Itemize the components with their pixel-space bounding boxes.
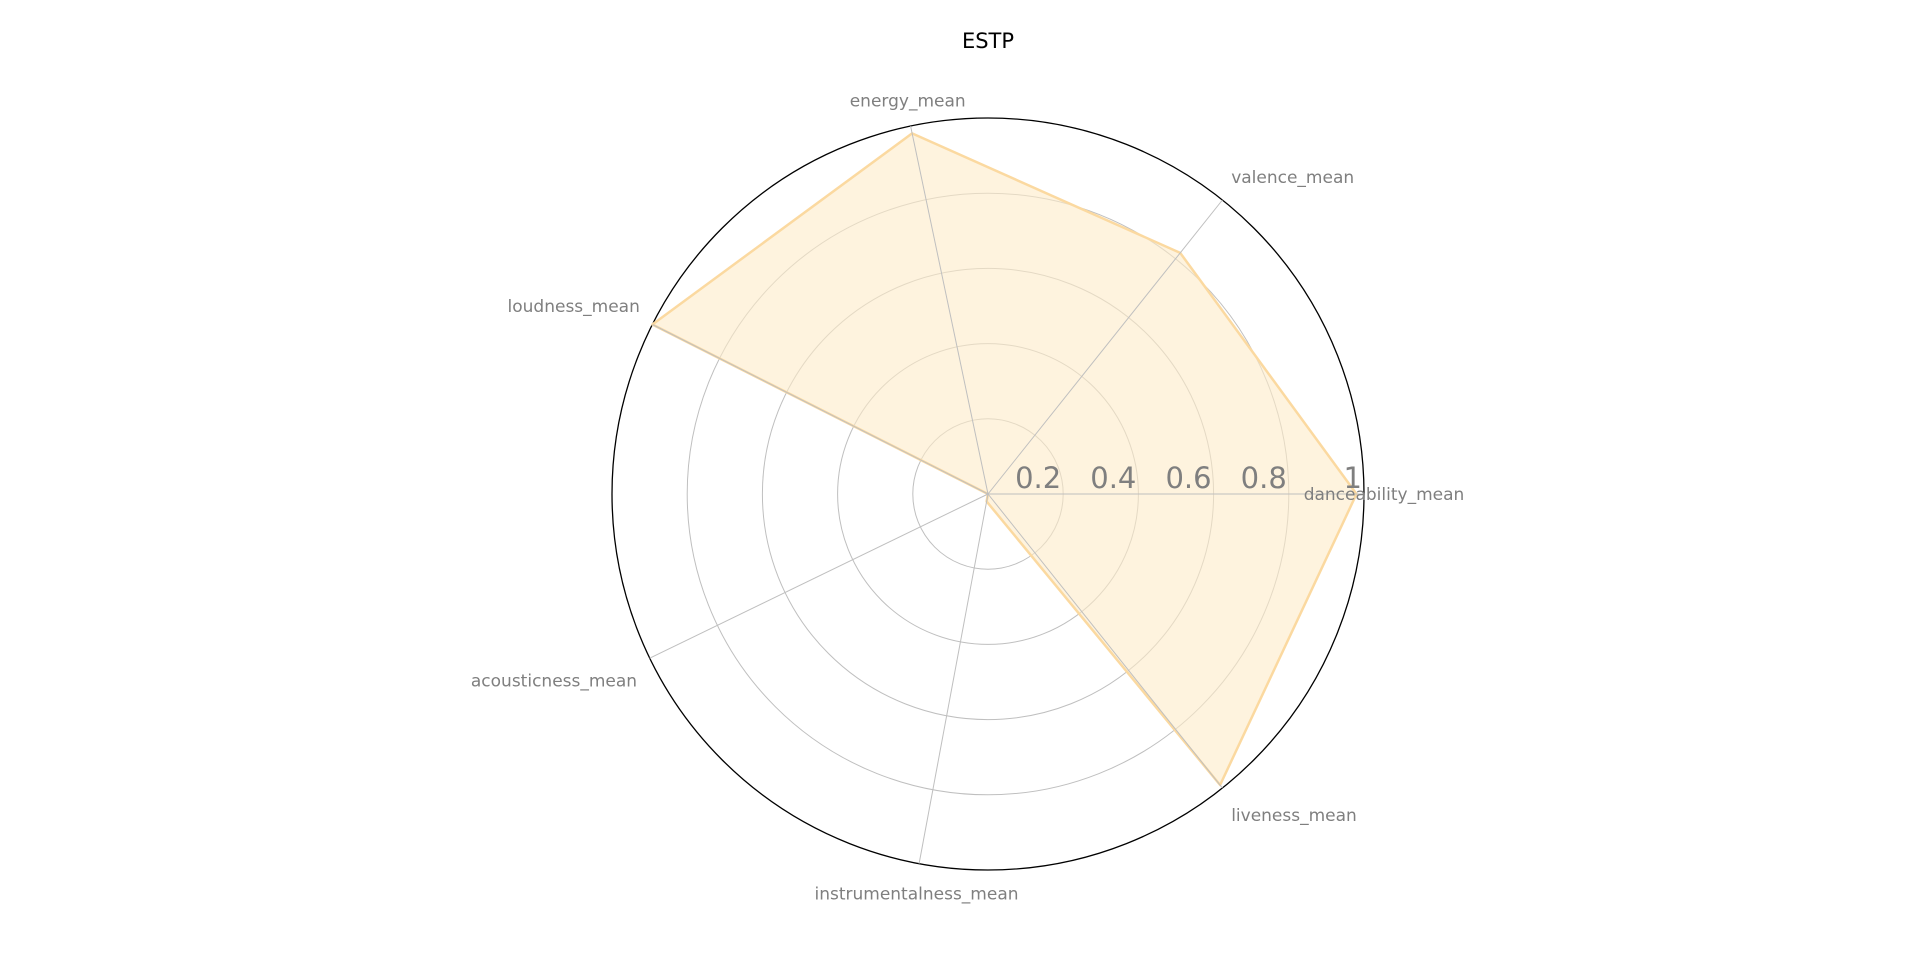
axis-label-3: loudness_mean — [508, 297, 640, 317]
axis-label-6: liveness_mean — [1231, 806, 1357, 826]
axis-label-layer: danceability_mean valence_mean energy_mean… — [471, 91, 1464, 904]
axis-spoke — [649, 493, 989, 659]
axis-label-4: acousticness_mean — [471, 671, 637, 691]
axis-spoke — [910, 125, 989, 495]
radial-tick-label: 0.2 — [1015, 461, 1061, 495]
axis-label-1: valence_mean — [1231, 168, 1354, 188]
spoke-layer — [649, 125, 1364, 864]
radial-tick-label: 0.8 — [1241, 461, 1287, 495]
axis-spoke — [918, 493, 989, 864]
axis-spoke — [652, 324, 989, 495]
radial-tick-label: 1 — [1344, 461, 1362, 495]
chart-title: ESTP — [962, 29, 1014, 53]
axis-spoke — [987, 199, 1223, 495]
radial-tick-label: 0.4 — [1090, 461, 1136, 495]
tick-label-layer: 0.2 0.4 0.6 0.8 1 — [1015, 461, 1362, 495]
axis-label-0: danceability_mean — [1304, 485, 1465, 505]
axis-label-2: energy_mean — [850, 91, 966, 111]
axis-label-5: instrumentalness_mean — [814, 884, 1018, 904]
axis-spoke — [987, 493, 1223, 789]
radial-tick-label: 0.6 — [1165, 461, 1211, 495]
